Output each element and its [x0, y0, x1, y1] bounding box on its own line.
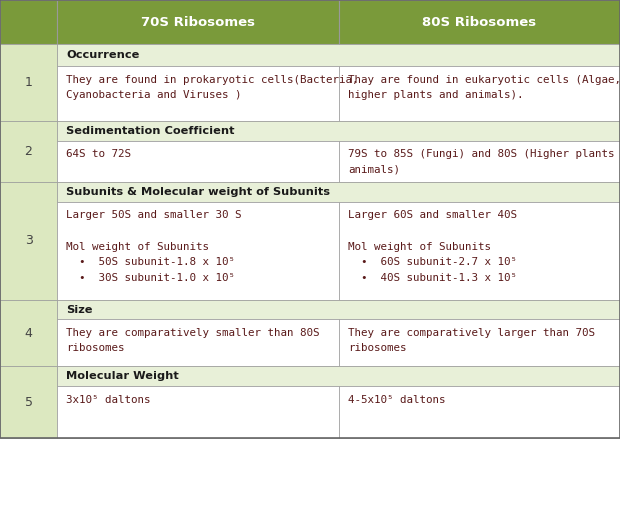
- Bar: [57, 44, 620, 66]
- Bar: [0, 44, 57, 121]
- Bar: [0, 366, 57, 438]
- Text: 2: 2: [25, 145, 32, 158]
- Bar: [339, 319, 620, 366]
- Bar: [57, 121, 620, 141]
- Text: Occurrence: Occurrence: [66, 50, 140, 61]
- Text: 1: 1: [25, 76, 32, 89]
- Bar: [0, 182, 57, 300]
- Bar: [57, 319, 339, 366]
- Text: 4-5x10⁵ daltons: 4-5x10⁵ daltons: [348, 395, 445, 405]
- Text: Larger 60S and smaller 40S

Mol weight of Subunits
  •  60S subunit-2.7 x 10⁵
  : Larger 60S and smaller 40S Mol weight of…: [348, 210, 517, 283]
- Bar: [57, 66, 339, 121]
- Bar: [0, 121, 57, 182]
- Bar: [339, 0, 620, 44]
- Bar: [57, 366, 620, 386]
- Bar: [339, 202, 620, 300]
- Bar: [339, 386, 620, 438]
- Bar: [57, 141, 339, 182]
- Text: 80S Ribosomes: 80S Ribosomes: [422, 16, 536, 29]
- Bar: [57, 0, 339, 44]
- Bar: [57, 202, 339, 300]
- Text: 70S Ribosomes: 70S Ribosomes: [141, 16, 255, 29]
- Text: They are comparatively smaller than 80S
ribosomes: They are comparatively smaller than 80S …: [66, 328, 320, 353]
- Text: 5: 5: [25, 396, 32, 409]
- Text: 3: 3: [25, 234, 32, 247]
- Text: 79S to 85S (Fungi) and 80S (Higher plants and
animals): 79S to 85S (Fungi) and 80S (Higher plant…: [348, 149, 620, 175]
- Text: Sedimentation Coefficient: Sedimentation Coefficient: [66, 126, 235, 136]
- Text: Subunits & Molecular weight of Subunits: Subunits & Molecular weight of Subunits: [66, 187, 330, 197]
- Bar: [0, 300, 57, 366]
- Text: 64S to 72S: 64S to 72S: [66, 149, 131, 159]
- Text: 3x10⁵ daltons: 3x10⁵ daltons: [66, 395, 151, 405]
- Text: Size: Size: [66, 304, 93, 315]
- Text: 4: 4: [25, 327, 32, 339]
- Bar: [57, 386, 339, 438]
- Text: They are found in prokaryotic cells(Bacteria,
Cyanobacteria and Viruses ): They are found in prokaryotic cells(Bact…: [66, 75, 359, 100]
- Text: Molecular Weight: Molecular Weight: [66, 371, 179, 382]
- Bar: [57, 182, 620, 202]
- Text: They are comparatively larger than 70S
ribosomes: They are comparatively larger than 70S r…: [348, 328, 595, 353]
- Bar: [0, 0, 620, 438]
- Bar: [339, 141, 620, 182]
- Text: Larger 50S and smaller 30 S

Mol weight of Subunits
  •  50S subunit-1.8 x 10⁵
 : Larger 50S and smaller 30 S Mol weight o…: [66, 210, 242, 283]
- Bar: [0, 0, 57, 44]
- Bar: [57, 300, 620, 319]
- Bar: [339, 66, 620, 121]
- Text: Thay are found in eukaryotic cells (Algae, Fungi,
higher plants and animals).: Thay are found in eukaryotic cells (Alga…: [348, 75, 620, 100]
